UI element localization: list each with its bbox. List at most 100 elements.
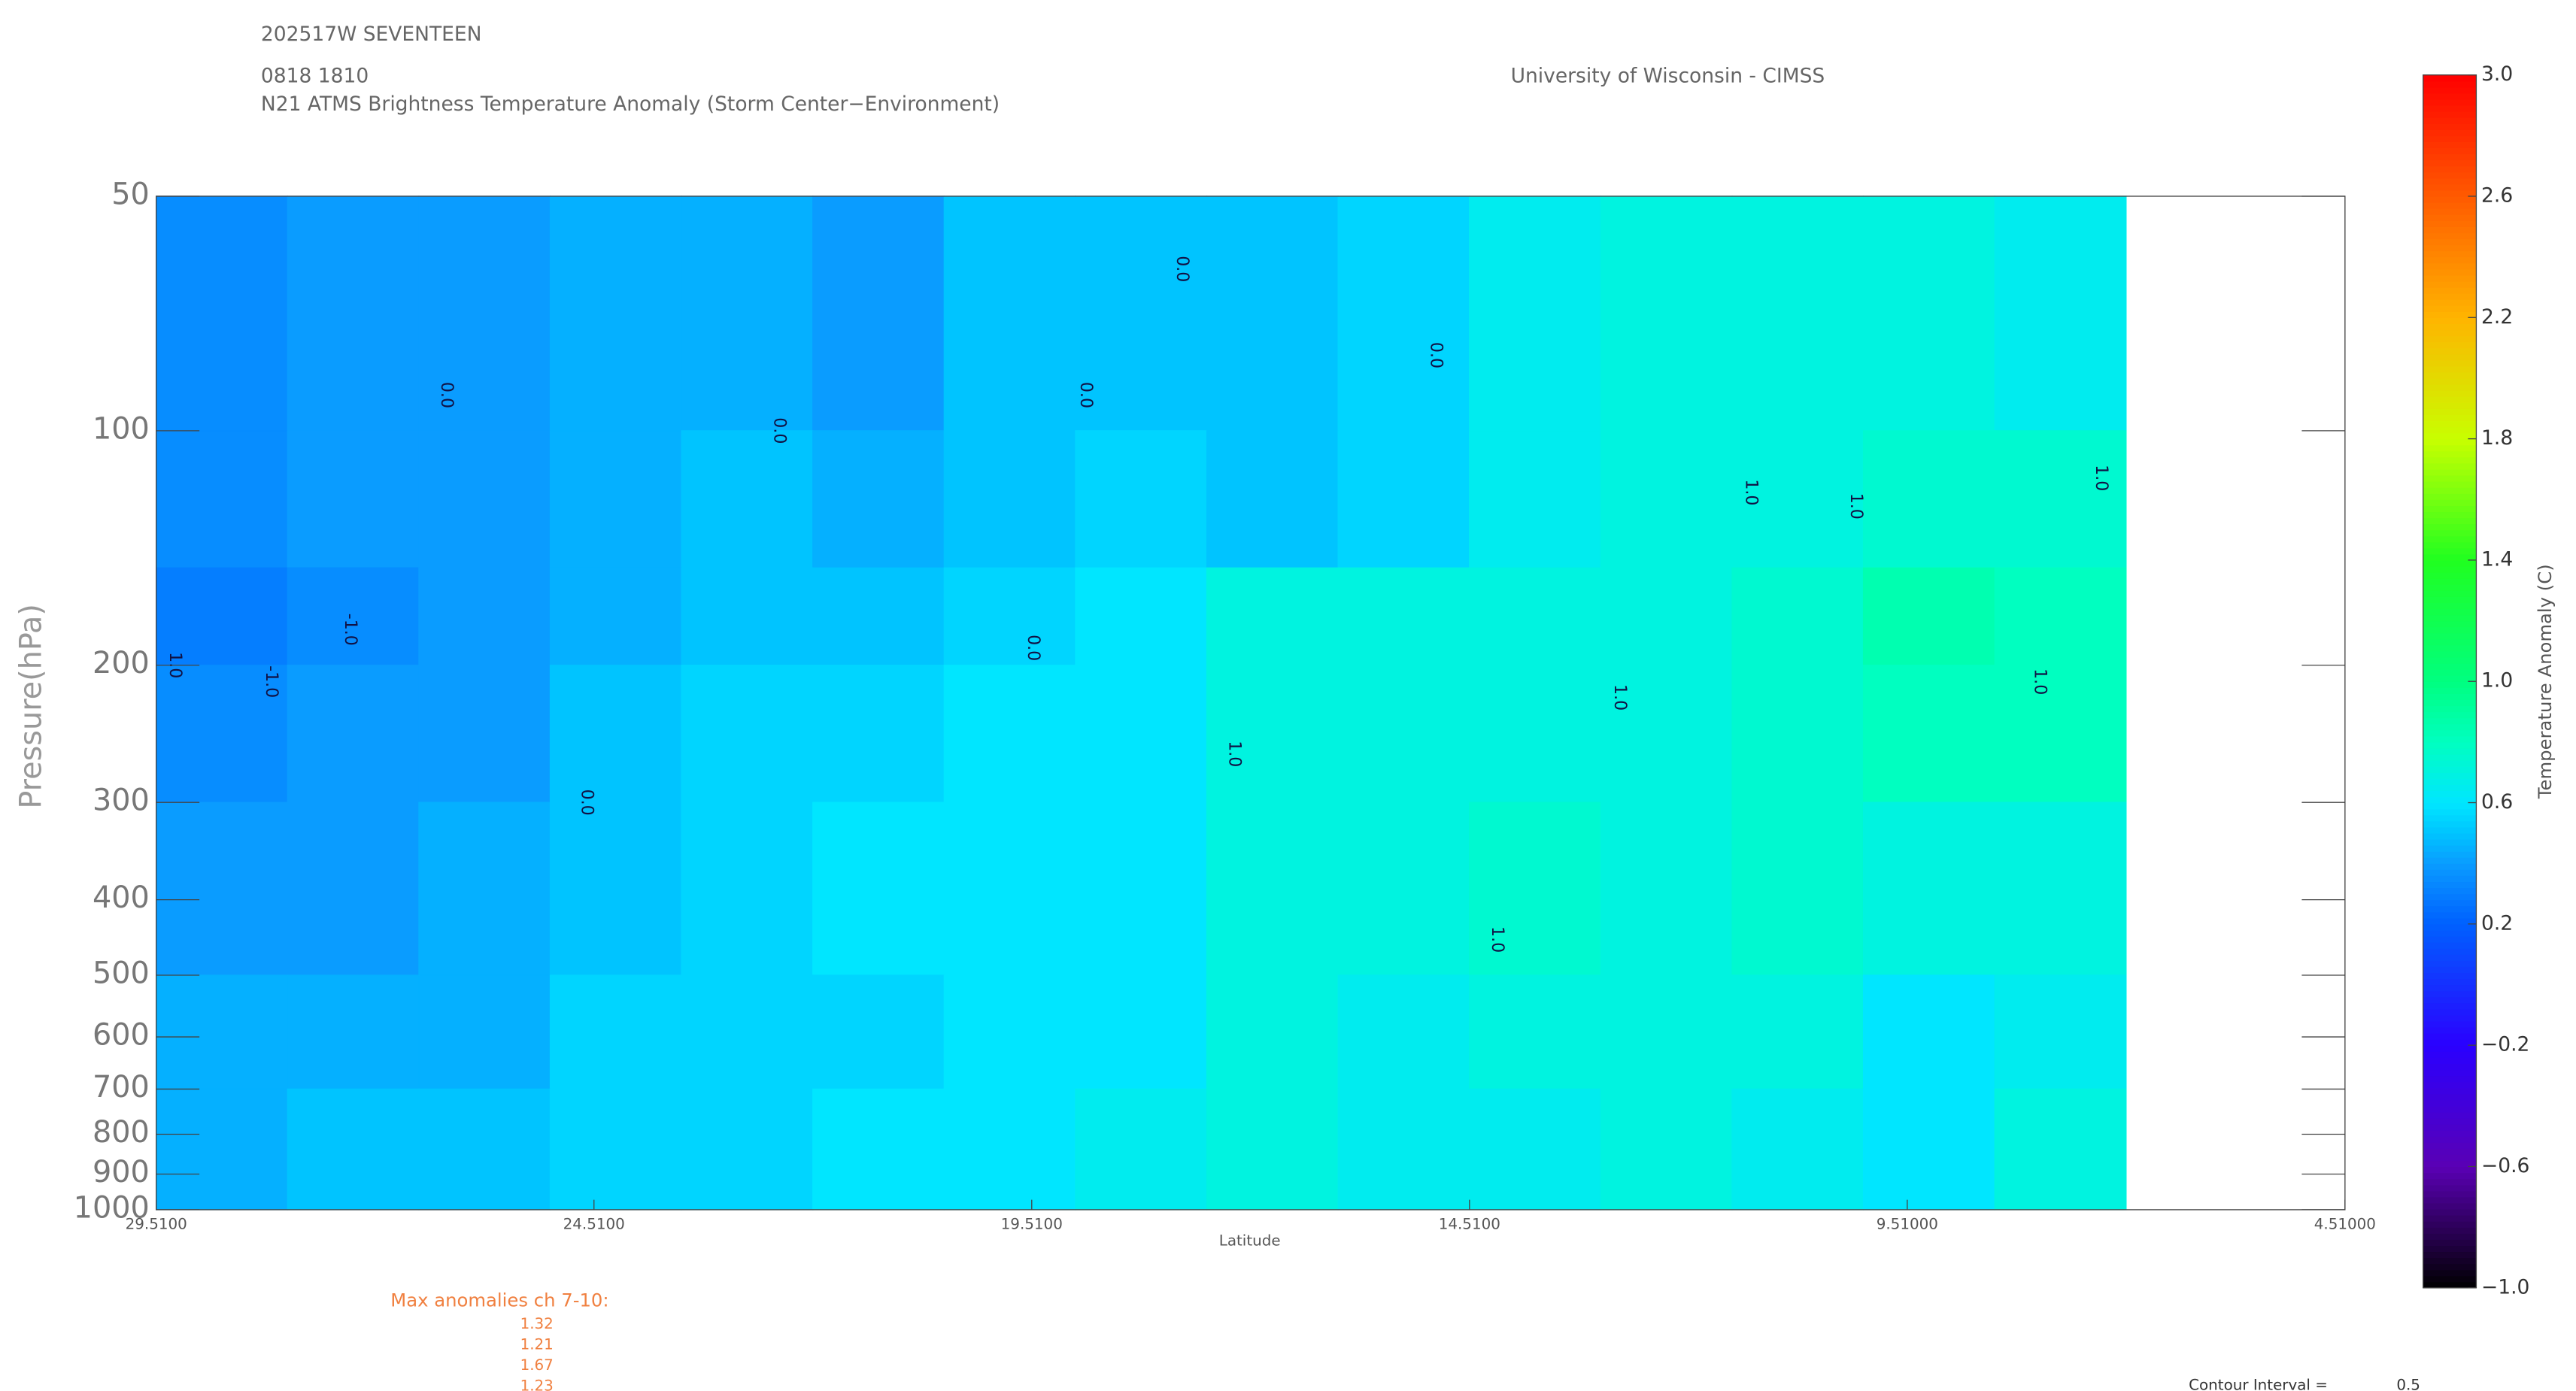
colorbar-swatch <box>2423 723 2477 731</box>
field-cell <box>1862 430 1995 568</box>
field-cell <box>812 665 945 803</box>
field-cell <box>943 802 1076 976</box>
field-cell <box>418 1088 551 1211</box>
field-cell <box>1994 195 2127 432</box>
colorbar-swatch <box>2423 572 2477 579</box>
field-cell <box>1600 567 1733 666</box>
colorbar-swatch <box>2423 92 2477 100</box>
colorbar-swatch <box>2423 960 2477 967</box>
colorbar-swatch <box>2423 681 2477 688</box>
field-cell <box>681 195 814 432</box>
colorbar-swatch <box>2423 335 2477 343</box>
colorbar-swatch <box>2423 1148 2477 1155</box>
field-cell <box>1206 195 1339 432</box>
colorbar-swatch <box>2423 857 2477 864</box>
colorbar-swatch <box>2423 923 2477 931</box>
colorbar-swatch <box>2423 729 2477 737</box>
colorbar-swatch <box>2423 784 2477 792</box>
colorbar-swatch <box>2423 535 2477 543</box>
colorbar-swatch <box>2423 1117 2477 1125</box>
colorbar-tick-label: −1.0 <box>2481 1275 2529 1299</box>
field-cell <box>1994 665 2127 803</box>
colorbar-swatch <box>2423 1202 2477 1210</box>
field-cell <box>1994 1088 2127 1211</box>
y-tick-label: 300 <box>93 783 150 818</box>
colorbar-swatch <box>2423 1166 2477 1174</box>
colorbar-swatch <box>2423 1275 2477 1283</box>
colorbar-swatch <box>2423 614 2477 622</box>
colorbar-swatch <box>2423 462 2477 470</box>
colorbar-swatch <box>2423 620 2477 628</box>
field-cell <box>1862 195 1995 432</box>
colorbar-swatch <box>2423 990 2477 998</box>
colorbar-swatch <box>2423 499 2477 506</box>
field-cell <box>156 195 288 432</box>
colorbar-swatch <box>2423 565 2477 573</box>
field-cell <box>943 195 1076 432</box>
field-cell <box>1600 974 1733 1090</box>
colorbar-swatch <box>2423 1130 2477 1137</box>
colorbar-swatch <box>2423 426 2477 434</box>
field-cell <box>681 430 814 568</box>
field-cell <box>549 665 682 803</box>
max-anomalies-title: Max anomalies ch 7-10: <box>390 1289 608 1311</box>
colorbar-swatch <box>2423 256 2477 264</box>
field-cell <box>1469 974 1602 1090</box>
colorbar-swatch <box>2423 844 2477 852</box>
colorbar-tick-label: 0.2 <box>2481 911 2513 935</box>
colorbar-swatch <box>2423 905 2477 913</box>
field-cell <box>156 802 288 976</box>
colorbar-swatch <box>2423 1245 2477 1253</box>
field-cell <box>418 195 551 432</box>
colorbar-swatch <box>2423 796 2477 804</box>
colorbar-swatch <box>2423 942 2477 949</box>
colorbar-swatch <box>2423 1239 2477 1246</box>
field-cell <box>1731 195 1864 432</box>
contour-label: 1.0 <box>1741 479 1761 505</box>
field-cell <box>1731 974 1864 1090</box>
field-cell <box>1075 665 1208 803</box>
field-cell <box>1206 665 1339 803</box>
colorbar-swatch <box>2423 1263 2477 1271</box>
field-cell <box>287 195 420 432</box>
institution: University of Wisconsin - CIMSS <box>1511 64 1825 87</box>
colorbar-swatch <box>2423 596 2477 604</box>
colorbar-swatch <box>2423 863 2477 870</box>
field-cell <box>812 430 945 568</box>
field-cell <box>943 430 1076 568</box>
colorbar-swatch <box>2423 760 2477 767</box>
colorbar-swatch <box>2423 766 2477 773</box>
colorbar-swatch <box>2423 954 2477 961</box>
field-cell <box>812 567 945 666</box>
colorbar-tick-label: 3.0 <box>2481 62 2513 86</box>
colorbar-swatch <box>2423 414 2477 422</box>
field-cell <box>1600 430 1733 568</box>
contour-label: 1.0 <box>2031 668 2050 695</box>
colorbar-swatch <box>2423 559 2477 567</box>
field-cell <box>1731 1088 1864 1211</box>
colorbar-swatch <box>2423 1269 2477 1277</box>
colorbar-swatch <box>2423 74 2477 82</box>
field-cell <box>1469 665 1602 803</box>
x-tick-label: 4.51000 <box>2314 1215 2376 1232</box>
field-cell <box>1206 567 1339 666</box>
field-cell <box>156 974 288 1090</box>
y-tick-label: 900 <box>93 1155 150 1189</box>
colorbar-swatch <box>2423 1087 2477 1095</box>
field-cell <box>1862 1088 1995 1211</box>
plot-frame <box>156 195 2346 1211</box>
colorbar-swatch <box>2423 602 2477 610</box>
field-cell <box>1075 1088 1208 1211</box>
max-anomaly: 1.21 <box>520 1335 554 1353</box>
colorbar-swatch <box>2423 754 2477 761</box>
colorbar-swatch <box>2423 420 2477 428</box>
colorbar-swatch <box>2423 972 2477 980</box>
colorbar-swatch <box>2423 474 2477 482</box>
colorbar-swatch <box>2423 280 2477 288</box>
colorbar-swatch <box>2423 1069 2477 1077</box>
contour-label: 1.0 <box>1846 493 1866 520</box>
colorbar-tick-label: 2.2 <box>2481 305 2513 329</box>
colorbar-swatch <box>2423 1136 2477 1143</box>
colorbar-swatch <box>2423 384 2477 391</box>
colorbar-swatch <box>2423 1111 2477 1119</box>
